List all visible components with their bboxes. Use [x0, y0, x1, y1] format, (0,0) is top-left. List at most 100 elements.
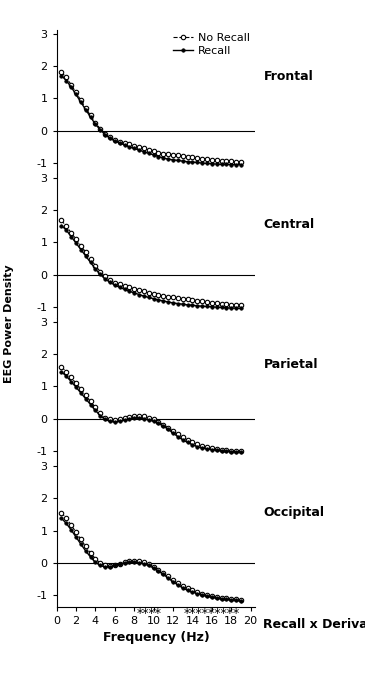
Recall	[98, 125, 103, 133]
Recall	[78, 245, 83, 253]
Recall	[78, 98, 83, 106]
No Recall	[166, 424, 170, 432]
No Recall	[219, 446, 224, 454]
No Recall	[200, 297, 204, 305]
No Recall	[181, 152, 185, 160]
No Recall	[103, 272, 107, 280]
No Recall	[84, 543, 88, 551]
Text: ****: ****	[136, 607, 161, 619]
Recall	[239, 448, 243, 456]
Recall	[69, 526, 73, 534]
No Recall	[118, 280, 122, 288]
Recall	[176, 299, 180, 307]
Recall	[69, 377, 73, 386]
No Recall	[108, 133, 112, 142]
Recall	[84, 547, 88, 555]
No Recall	[137, 286, 141, 294]
No Recall	[171, 427, 175, 435]
Recall	[64, 76, 69, 84]
Recall	[147, 150, 151, 158]
No Recall	[69, 228, 73, 237]
No Recall	[185, 436, 190, 444]
Line: No Recall: No Recall	[59, 70, 243, 164]
No Recall	[88, 255, 93, 263]
No Recall	[210, 156, 214, 164]
Recall	[181, 436, 185, 444]
No Recall	[88, 549, 93, 557]
Recall	[229, 160, 234, 168]
Recall	[156, 567, 161, 575]
No Recall	[74, 88, 78, 96]
Text: Recall x Derivatio: Recall x Derivatio	[264, 618, 365, 631]
No Recall	[229, 446, 234, 454]
No Recall	[93, 555, 97, 563]
No Recall	[219, 157, 224, 165]
No Recall	[74, 379, 78, 388]
Line: No Recall: No Recall	[59, 218, 243, 307]
Recall	[224, 447, 228, 455]
Recall	[166, 574, 170, 582]
Recall	[219, 160, 224, 168]
Recall	[200, 444, 204, 452]
Recall	[59, 222, 64, 230]
Recall	[215, 160, 219, 168]
Recall	[84, 395, 88, 403]
Recall	[113, 418, 117, 426]
Recall	[113, 561, 117, 570]
Recall	[205, 592, 209, 601]
Recall	[234, 304, 238, 312]
No Recall	[132, 412, 137, 420]
Recall	[224, 304, 228, 312]
Recall	[142, 560, 146, 568]
Recall	[176, 433, 180, 441]
Recall	[229, 596, 234, 604]
No Recall	[84, 104, 88, 112]
Recall	[118, 283, 122, 291]
No Recall	[69, 373, 73, 381]
Recall	[156, 296, 161, 304]
No Recall	[118, 559, 122, 568]
Recall	[132, 289, 137, 297]
No Recall	[239, 596, 243, 604]
No Recall	[64, 73, 69, 82]
Recall	[103, 275, 107, 283]
No Recall	[93, 119, 97, 127]
No Recall	[166, 150, 170, 158]
Recall	[103, 131, 107, 139]
Recall	[142, 415, 146, 423]
Recall	[161, 422, 165, 430]
Recall	[185, 158, 190, 166]
Recall	[118, 417, 122, 425]
No Recall	[195, 154, 199, 162]
No Recall	[64, 222, 69, 231]
No Recall	[132, 284, 137, 293]
Recall	[142, 292, 146, 300]
Recall	[176, 156, 180, 164]
Recall	[103, 415, 107, 423]
No Recall	[215, 156, 219, 164]
Recall	[127, 287, 131, 295]
No Recall	[74, 235, 78, 243]
Recall	[69, 83, 73, 91]
No Recall	[161, 569, 165, 577]
No Recall	[234, 301, 238, 309]
Recall	[200, 159, 204, 167]
No Recall	[84, 391, 88, 399]
No Recall	[210, 299, 214, 307]
No Recall	[200, 442, 204, 450]
Recall	[219, 594, 224, 603]
No Recall	[229, 594, 234, 603]
Recall	[122, 416, 127, 424]
No Recall	[205, 155, 209, 163]
No Recall	[176, 151, 180, 159]
No Recall	[215, 593, 219, 601]
No Recall	[127, 557, 131, 565]
Recall	[127, 415, 131, 423]
Recall	[127, 558, 131, 566]
No Recall	[215, 299, 219, 307]
No Recall	[113, 278, 117, 286]
Recall	[219, 303, 224, 311]
Recall	[185, 301, 190, 309]
No Recall	[224, 446, 228, 454]
No Recall	[195, 588, 199, 596]
